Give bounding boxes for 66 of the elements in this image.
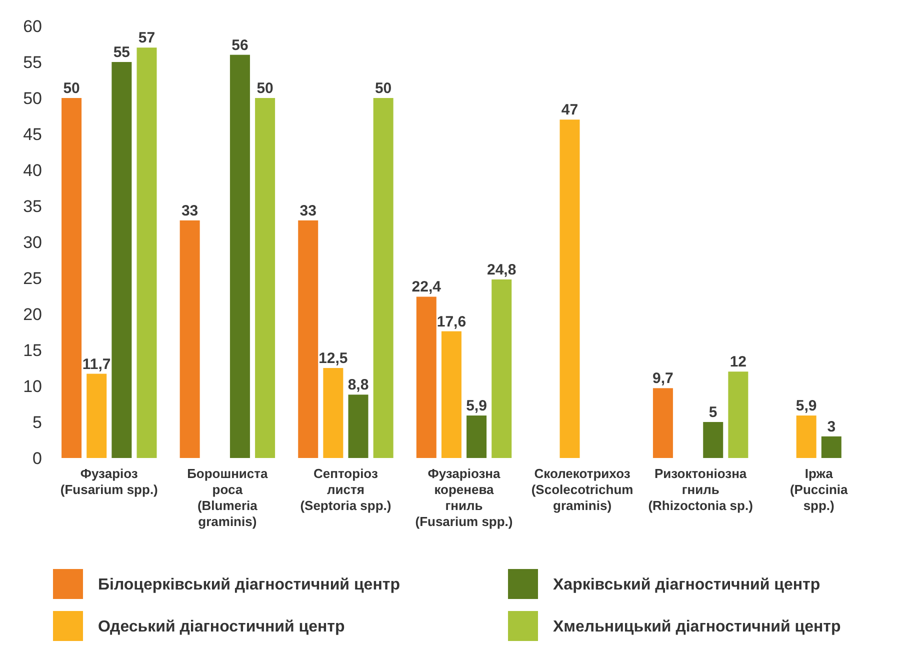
data-label: 55 (113, 44, 130, 61)
data-label: 5,9 (466, 398, 487, 415)
y-tick-label: 60 (23, 16, 42, 36)
y-tick-label: 15 (23, 340, 42, 360)
bar (703, 422, 724, 458)
bar (62, 98, 82, 458)
bar (416, 296, 436, 458)
bar (323, 368, 344, 458)
legend-label: Хмельницький діагностичний центр (553, 618, 841, 636)
bar (821, 436, 842, 458)
x-tick-label: Септоріоз листя (Septoria spp.) (300, 466, 392, 513)
bar (86, 374, 107, 458)
data-label: 3 (827, 418, 836, 436)
legend-label: Харківський діагностичний центр (553, 576, 820, 594)
data-label: 22,4 (412, 278, 442, 296)
y-tick-label: 30 (23, 232, 42, 252)
legend-label: Одеський діагностичний центр (98, 618, 346, 636)
y-tick-label: 35 (23, 196, 42, 216)
data-label: 9,7 (652, 370, 674, 388)
bar (230, 54, 250, 458)
bar (560, 120, 580, 458)
y-tick-label: 0 (32, 448, 42, 468)
x-tick-label: Фузаріоз (Fusarium spp.) (60, 466, 158, 497)
y-tick-label: 5 (32, 412, 42, 432)
x-tick-label: Фузаріозна коренева гниль (Fusarium spp.) (415, 466, 513, 529)
x-tick-label: Борошниста роса (Blumeria graminis) (187, 466, 269, 529)
bar (492, 279, 512, 458)
bar (466, 416, 487, 458)
bar (728, 372, 748, 458)
data-label: 50 (63, 80, 80, 97)
bar (441, 331, 462, 458)
bar (298, 220, 318, 458)
bar (373, 98, 394, 458)
x-tick-label: Сколекотрихоз (Scolecotrichum graminis) (531, 466, 634, 513)
data-label: 12 (730, 354, 747, 371)
data-label: 47 (561, 102, 578, 119)
y-tick-label: 25 (23, 268, 42, 288)
y-tick-label: 20 (23, 304, 42, 324)
bar (180, 220, 200, 458)
x-tick-label: Іржа (Puccinia spp.) (790, 466, 849, 513)
data-label: 50 (256, 80, 274, 97)
bar (796, 416, 816, 458)
y-tick-label: 45 (23, 124, 42, 144)
data-label: 57 (138, 30, 156, 47)
y-tick-label: 10 (23, 376, 42, 396)
data-label: 8,8 (348, 376, 369, 394)
y-tick-label: 50 (23, 88, 42, 108)
data-label: 12,5 (318, 350, 348, 367)
data-label: 56 (232, 36, 248, 54)
data-label: 17,6 (436, 313, 466, 330)
y-tick-label: 40 (23, 160, 42, 180)
data-label: 24,8 (487, 261, 516, 278)
data-label: 11,7 (82, 356, 111, 373)
data-label: 33 (300, 202, 316, 220)
bar (112, 62, 132, 458)
data-label: 5 (708, 404, 718, 421)
bar (136, 48, 157, 458)
data-label: 50 (374, 80, 392, 97)
legend-label: Білоцерківський діагностичний центр (98, 576, 400, 594)
data-label: 33 (181, 202, 198, 220)
bar (255, 98, 276, 458)
bar (652, 388, 673, 458)
data-label: 5,9 (796, 398, 817, 415)
bar (348, 394, 368, 458)
x-tick-label: Ризоктоніозна гниль (Rhizoctonia sp.) (648, 466, 753, 513)
y-tick-label: 55 (23, 52, 42, 72)
